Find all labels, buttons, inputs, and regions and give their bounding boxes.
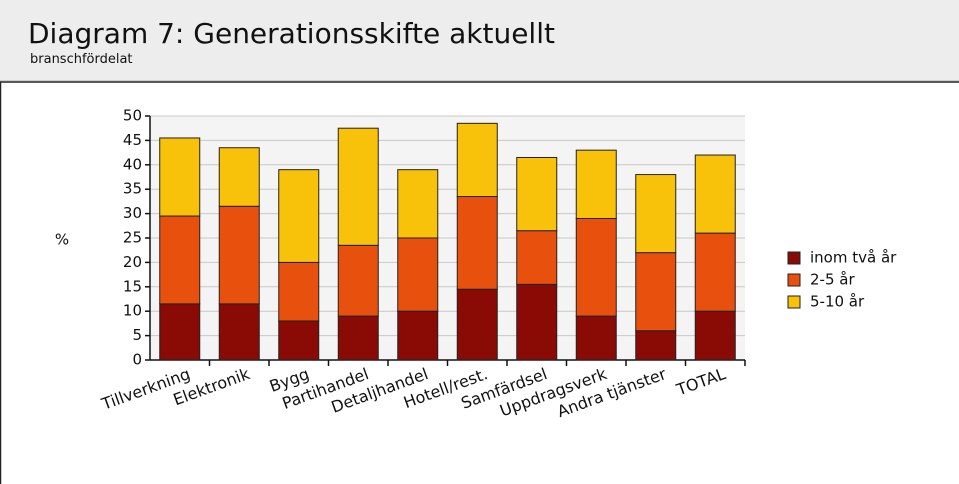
bar-segment [575,217,617,317]
bar-segment [456,196,498,290]
y-tick-label: 0 [132,351,142,369]
bar-segment [635,174,677,254]
bar-segment [337,315,379,361]
chart-subtitle: branschfördelat [30,52,133,67]
bar-segment [694,310,736,361]
y-tick-label: 35 [123,180,142,198]
legend-label: 2-5 år [810,271,855,289]
legend-swatch [787,251,801,265]
bar-segment [456,122,498,198]
bar-segment [159,303,201,361]
y-tick-label: 40 [123,155,142,173]
header: Diagram 7: Generationsskifte aktuellt br… [0,0,959,81]
bar-segment [159,215,201,305]
y-axis-label: % [55,231,69,249]
y-tick-label: 10 [123,302,142,320]
bar-segment [278,261,320,322]
bar-segment [337,127,379,246]
bar-segment [575,315,617,361]
y-tick-label: 45 [123,131,142,149]
bar-segment [278,320,320,361]
bar-segment [159,137,201,217]
chart: % 05101520253035404550TillverkningElektr… [0,81,959,484]
chart-title: Diagram 7: Generationsskifte aktuellt [28,17,555,50]
bar-segment [694,232,736,312]
y-tick-label: 50 [123,107,142,125]
bar-segment [218,147,260,207]
x-tick-label: TOTAL [673,364,728,400]
bar-segment [337,244,379,317]
y-tick-label: 20 [123,253,142,271]
legend-label: inom två år [810,249,897,267]
bar-segment [218,303,260,361]
bar-segment [218,205,260,305]
bar-segment [694,154,736,234]
y-tick-label: 5 [132,326,142,344]
bar-segment [397,310,439,361]
bar-segment [575,149,617,219]
frame [0,81,959,484]
bar-segment [635,330,677,361]
bar-segment [635,252,677,332]
bar-segment [456,288,498,361]
legend-swatch [787,273,801,287]
y-tick-label: 30 [123,204,142,222]
y-tick-label: 15 [123,277,142,295]
bar-segment [516,283,558,361]
bar-segment [278,169,320,263]
bar-segment [397,237,439,312]
legend-swatch [787,295,801,309]
bar-segment [516,230,558,285]
bar-segment [516,156,558,232]
legend-label: 5-10 år [810,293,865,311]
y-tick-label: 25 [123,229,142,247]
bar-segment [397,169,439,239]
